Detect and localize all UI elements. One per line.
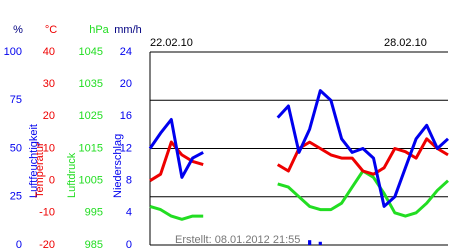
axis-title: Luftdruck — [66, 152, 78, 198]
y-tick-label: 1015 — [79, 142, 103, 154]
y-tick-label: 100 — [4, 46, 22, 58]
axis-title: Niederschlag — [112, 134, 124, 198]
series-line — [149, 169, 450, 221]
y-tick-label: 8 — [126, 175, 132, 187]
y-tick-label: 10 — [43, 142, 55, 154]
precip-bar — [318, 241, 322, 245]
y-tick-label: -10 — [39, 207, 55, 219]
y-tick-label: 25 — [10, 191, 22, 203]
axis-unit: °C — [45, 24, 57, 36]
y-tick-label: 16 — [120, 110, 132, 122]
y-tick-label: 0 — [16, 239, 22, 250]
y-tick-label: 0 — [49, 175, 55, 187]
footnote: Erstellt: 08.01.2012 21:55 — [175, 234, 300, 246]
x-tick-label: 22.02.10 — [150, 37, 193, 49]
y-tick-label: 20 — [120, 78, 132, 90]
y-tick-label: 24 — [120, 46, 132, 58]
y-tick-label: 75 — [10, 94, 22, 106]
y-tick-label: 1045 — [79, 46, 103, 58]
y-tick-label: 30 — [43, 78, 55, 90]
y-tick-label: 50 — [10, 142, 22, 154]
y-tick-label: 1025 — [79, 110, 103, 122]
y-tick-label: 20 — [43, 110, 55, 122]
y-tick-label: -20 — [39, 239, 55, 250]
precip-bar — [308, 240, 312, 245]
y-tick-label: 1005 — [79, 175, 103, 187]
y-tick-label: 4 — [126, 207, 132, 219]
axis-title: Luftfeuchtigkeit — [28, 124, 40, 198]
y-tick-label: 1035 — [79, 78, 103, 90]
y-tick-label: 12 — [120, 142, 132, 154]
y-tick-label: 40 — [43, 46, 55, 58]
y-tick-label: 0 — [126, 239, 132, 250]
y-tick-label: 985 — [85, 239, 103, 250]
axis-unit: % — [13, 24, 23, 36]
axis-unit: mm/h — [114, 24, 142, 36]
y-tick-label: 995 — [85, 207, 103, 219]
axis-title: Temperatur — [34, 142, 46, 198]
x-tick-label: 28.02.10 — [384, 37, 427, 49]
series-line — [148, 89, 450, 208]
axis-unit: hPa — [89, 24, 109, 36]
